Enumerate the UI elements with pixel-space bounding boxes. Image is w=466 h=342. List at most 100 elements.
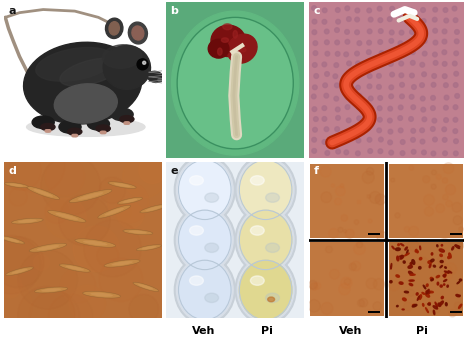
Ellipse shape	[433, 310, 435, 315]
Ellipse shape	[41, 123, 55, 131]
Ellipse shape	[34, 189, 53, 197]
Circle shape	[346, 86, 351, 90]
Circle shape	[178, 210, 231, 269]
Ellipse shape	[5, 183, 28, 188]
Circle shape	[410, 73, 414, 78]
Ellipse shape	[401, 244, 404, 246]
Circle shape	[0, 279, 32, 333]
Circle shape	[314, 282, 321, 289]
Ellipse shape	[402, 309, 404, 310]
Circle shape	[389, 94, 393, 99]
Ellipse shape	[72, 134, 75, 137]
Ellipse shape	[123, 229, 153, 235]
Ellipse shape	[430, 277, 433, 280]
Ellipse shape	[417, 251, 418, 253]
Circle shape	[455, 30, 459, 34]
Circle shape	[341, 277, 352, 288]
Circle shape	[178, 260, 231, 320]
Ellipse shape	[440, 261, 443, 263]
Ellipse shape	[419, 258, 422, 260]
Circle shape	[442, 178, 448, 183]
Circle shape	[418, 257, 428, 267]
Ellipse shape	[205, 293, 219, 303]
Ellipse shape	[48, 211, 86, 222]
Ellipse shape	[408, 265, 412, 268]
Ellipse shape	[403, 261, 405, 263]
Circle shape	[377, 117, 382, 122]
Ellipse shape	[267, 297, 274, 302]
Circle shape	[356, 105, 361, 110]
Circle shape	[378, 137, 383, 142]
Circle shape	[325, 150, 329, 155]
Circle shape	[442, 127, 446, 132]
Circle shape	[69, 285, 105, 321]
Ellipse shape	[73, 134, 76, 137]
Circle shape	[442, 74, 447, 79]
Circle shape	[444, 18, 449, 23]
Circle shape	[73, 226, 119, 272]
Circle shape	[433, 40, 438, 45]
Circle shape	[34, 254, 49, 270]
Ellipse shape	[441, 297, 443, 299]
Circle shape	[308, 280, 317, 289]
Circle shape	[45, 200, 69, 223]
Circle shape	[357, 93, 362, 98]
Circle shape	[449, 310, 456, 317]
Circle shape	[313, 85, 317, 90]
Circle shape	[237, 258, 294, 322]
Circle shape	[345, 39, 350, 44]
Ellipse shape	[59, 264, 90, 272]
Bar	[309, 164, 384, 238]
Circle shape	[421, 107, 425, 112]
Circle shape	[421, 8, 425, 12]
Circle shape	[442, 39, 447, 44]
Circle shape	[444, 95, 449, 100]
Circle shape	[322, 140, 327, 144]
Circle shape	[439, 263, 443, 267]
Text: Pi: Pi	[261, 326, 273, 336]
Circle shape	[431, 127, 435, 131]
Ellipse shape	[128, 22, 147, 44]
Circle shape	[378, 96, 383, 100]
Ellipse shape	[403, 298, 406, 301]
Ellipse shape	[441, 245, 443, 246]
Circle shape	[143, 61, 146, 64]
Circle shape	[443, 163, 454, 173]
Ellipse shape	[11, 268, 28, 274]
Ellipse shape	[428, 291, 433, 293]
Circle shape	[323, 83, 328, 88]
Ellipse shape	[392, 246, 394, 249]
Circle shape	[322, 117, 327, 121]
Ellipse shape	[250, 226, 264, 235]
Circle shape	[356, 61, 360, 66]
Circle shape	[18, 287, 75, 342]
Circle shape	[177, 258, 233, 322]
Circle shape	[442, 62, 447, 66]
Circle shape	[367, 29, 372, 34]
Ellipse shape	[452, 247, 454, 250]
Circle shape	[235, 155, 296, 224]
Circle shape	[336, 139, 340, 143]
Circle shape	[368, 149, 372, 154]
Circle shape	[457, 242, 464, 249]
Ellipse shape	[75, 239, 116, 247]
Ellipse shape	[205, 193, 219, 202]
Circle shape	[398, 105, 403, 110]
Circle shape	[139, 156, 167, 184]
Ellipse shape	[117, 197, 142, 204]
Circle shape	[312, 6, 316, 11]
Ellipse shape	[103, 131, 106, 134]
Circle shape	[310, 283, 318, 290]
Circle shape	[443, 8, 448, 12]
Ellipse shape	[410, 262, 412, 265]
Circle shape	[409, 226, 419, 236]
Circle shape	[443, 151, 447, 156]
Circle shape	[312, 107, 317, 111]
Ellipse shape	[440, 301, 443, 305]
Circle shape	[409, 117, 413, 121]
Circle shape	[455, 94, 459, 98]
Circle shape	[137, 59, 148, 70]
Bar	[368, 233, 380, 235]
Ellipse shape	[227, 34, 257, 63]
Text: b: b	[170, 6, 178, 16]
